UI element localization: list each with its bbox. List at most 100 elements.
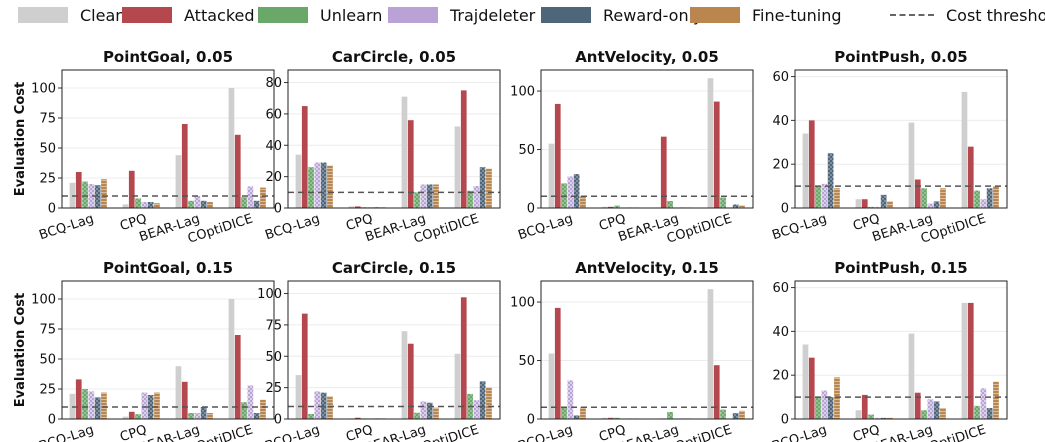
chart-title: PointGoal, 0.05 — [103, 48, 233, 66]
bar-hatch — [739, 410, 745, 419]
bar-hatch — [874, 417, 881, 419]
x-tick-label: BCQ-Lag — [263, 423, 321, 442]
bar-hatch — [887, 201, 893, 208]
bar-attacked — [181, 124, 188, 208]
bar-hatch — [82, 389, 88, 419]
chart-title: AntVelocity, 0.15 — [575, 259, 719, 277]
bar-attacked — [301, 313, 308, 419]
bar-hatch — [567, 176, 574, 208]
bar-attacked — [407, 343, 414, 419]
y-tick-label: 100 — [510, 85, 535, 100]
chart-title: PointPush, 0.05 — [834, 48, 968, 66]
legend-swatch — [541, 7, 591, 23]
legend-label: Reward-only — [603, 5, 703, 25]
bar-clean — [802, 344, 809, 419]
bar-attacked — [234, 134, 241, 208]
bar-hatch — [141, 202, 148, 208]
y-tick-label: 50 — [39, 353, 56, 368]
bar-attacked — [354, 206, 361, 208]
bar-hatch — [147, 202, 154, 208]
legend-item-trajdeleter: Trajdeleter — [388, 4, 535, 26]
y-axis-label: Evaluation Cost — [13, 82, 28, 196]
chart-title: PointGoal, 0.15 — [103, 259, 233, 277]
bar-hatch — [921, 188, 927, 208]
bar-hatch — [253, 200, 260, 208]
x-tick-label: BCQ-Lag — [37, 423, 95, 442]
bar-hatch — [993, 381, 999, 419]
bar-hatch — [82, 181, 88, 208]
bar-clean — [122, 204, 129, 208]
x-tick-label: BCQ-Lag — [263, 212, 321, 244]
bar-clean — [454, 126, 461, 208]
y-tick-label: 40 — [772, 325, 789, 340]
legend-label: Fine-tuning — [752, 5, 842, 25]
chart-title: PointPush, 0.15 — [834, 259, 968, 277]
y-tick-label: 25 — [265, 381, 282, 396]
bar-hatch — [486, 168, 492, 208]
x-tick-label: BCQ-Lag — [516, 423, 574, 442]
x-tick-label: BCQ-Lag — [37, 212, 95, 244]
bar-hatch — [433, 407, 439, 419]
plot-frame — [61, 69, 275, 209]
bar-hatch — [147, 395, 154, 419]
y-tick-label: 75 — [265, 318, 282, 333]
bar-hatch — [241, 197, 247, 208]
y-tick-label: 50 — [265, 350, 282, 365]
bar-hatch — [433, 184, 439, 208]
bar-hatch — [101, 179, 107, 208]
bar-hatch — [101, 392, 107, 419]
bar-hatch — [614, 205, 620, 208]
y-tick-label: 0 — [781, 202, 789, 217]
legend-swatch — [122, 7, 172, 23]
bar-hatch — [247, 385, 254, 419]
plot-frame — [287, 69, 501, 209]
y-tick-label: 75 — [39, 112, 56, 127]
bar-attacked — [460, 90, 467, 208]
y-tick-label: 50 — [518, 143, 535, 158]
bar-clean — [707, 289, 714, 419]
bar-hatch — [940, 188, 946, 208]
legend-item-cost-threshold: Cost threshold — [890, 4, 1045, 26]
bar-clean — [855, 410, 862, 419]
bar-hatch — [314, 162, 321, 208]
y-tick-label: 50 — [39, 142, 56, 157]
bar-hatch — [467, 190, 473, 208]
bar-hatch — [933, 201, 940, 208]
bar-hatch — [834, 377, 840, 419]
y-tick-label: 40 — [265, 139, 282, 154]
bar-hatch — [933, 401, 940, 419]
legend-label: Trajdeleter — [450, 5, 536, 25]
bar-attacked — [354, 417, 361, 419]
bar-hatch — [667, 200, 673, 208]
bar-clean — [175, 366, 182, 419]
bar-clean — [228, 88, 235, 208]
y-tick-label: 0 — [48, 202, 56, 217]
bar-attacked — [301, 106, 308, 208]
plot-frame — [540, 69, 754, 209]
bar-clean — [855, 199, 862, 208]
bar-hatch — [194, 196, 201, 208]
y-tick-label: 60 — [772, 281, 789, 296]
legend-item-clean: Clean — [18, 4, 125, 26]
bar-clean — [961, 302, 968, 419]
bar-hatch — [880, 417, 887, 419]
y-tick-label: 20 — [772, 158, 789, 173]
bar-hatch — [974, 405, 980, 419]
bar-hatch — [94, 397, 101, 419]
bar-hatch — [580, 196, 586, 208]
bar-hatch — [874, 206, 881, 208]
bar-hatch — [135, 414, 141, 419]
legend-threshold-line — [890, 14, 934, 16]
bar-clean — [122, 416, 129, 419]
bar-hatch — [473, 186, 480, 208]
y-tick-label: 60 — [265, 107, 282, 122]
bar-clean — [401, 331, 408, 419]
bar-hatch — [426, 184, 433, 208]
plot-frame — [61, 280, 275, 420]
bar-hatch — [880, 194, 887, 208]
